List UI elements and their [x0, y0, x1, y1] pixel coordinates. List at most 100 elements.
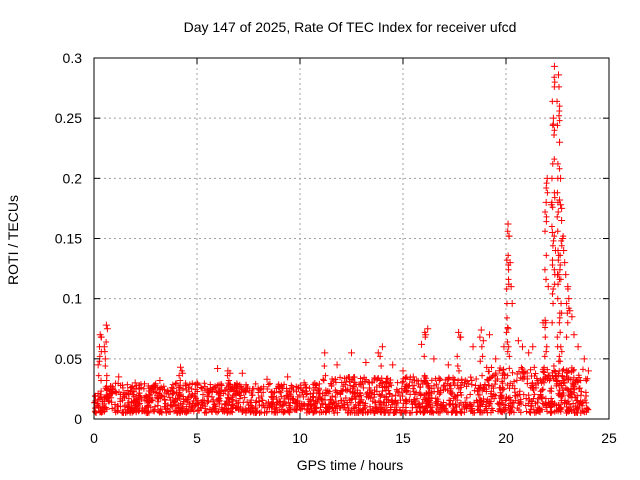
- band-marker: [566, 401, 573, 408]
- band-marker: [487, 374, 494, 381]
- data-point: [477, 326, 485, 334]
- band-marker: [366, 392, 373, 399]
- spike-marker: [504, 348, 511, 355]
- band-marker: [237, 392, 244, 399]
- spike-marker: [550, 286, 557, 293]
- band-marker: [435, 375, 442, 382]
- band-marker: [195, 401, 202, 408]
- data-point: [389, 361, 397, 369]
- spike-marker: [320, 377, 327, 384]
- band-marker: [222, 401, 229, 408]
- spike-marker: [560, 233, 567, 240]
- spike-marker: [559, 387, 566, 394]
- data-point: [492, 355, 500, 363]
- band-marker: [280, 409, 287, 416]
- spike-marker: [564, 319, 571, 326]
- band-marker: [558, 397, 565, 404]
- spike-marker: [544, 189, 551, 196]
- band-marker: [383, 396, 390, 403]
- band-marker: [92, 392, 99, 399]
- band-marker: [441, 405, 448, 412]
- band-marker: [222, 386, 229, 393]
- data-point: [469, 343, 477, 351]
- x-tick-label: 15: [395, 430, 411, 446]
- band-marker: [171, 398, 178, 405]
- band-marker: [145, 408, 152, 415]
- band-marker: [299, 405, 306, 412]
- data-point: [409, 373, 417, 381]
- band-marker: [102, 404, 109, 411]
- band-marker: [454, 391, 461, 398]
- spike-marker: [558, 237, 565, 244]
- spike-marker: [505, 252, 512, 259]
- band-marker: [244, 384, 251, 391]
- spike-marker: [322, 387, 329, 394]
- band-marker: [301, 401, 308, 408]
- band-marker: [208, 393, 215, 400]
- band-marker: [408, 409, 415, 416]
- data-point: [348, 349, 355, 357]
- y-tick-label: 0.05: [55, 351, 82, 367]
- band-marker: [172, 395, 179, 402]
- band-marker: [514, 371, 521, 378]
- spike-marker: [98, 334, 105, 341]
- band-marker: [553, 382, 560, 389]
- band-marker: [214, 409, 221, 416]
- band-marker: [543, 404, 550, 411]
- band-marker: [349, 376, 356, 383]
- band-marker: [334, 403, 341, 410]
- spike-marker: [504, 228, 511, 235]
- band-marker: [367, 407, 374, 414]
- band-marker: [228, 386, 235, 393]
- band-marker: [244, 398, 251, 405]
- band-marker: [177, 407, 184, 414]
- band-marker: [576, 374, 583, 381]
- band-marker: [160, 383, 167, 390]
- band-marker: [215, 391, 222, 398]
- band-marker: [442, 376, 449, 383]
- spike-marker: [542, 209, 549, 216]
- spike-marker: [543, 348, 550, 355]
- band-marker: [383, 387, 390, 394]
- band-marker: [386, 379, 393, 386]
- data-point: [131, 379, 139, 387]
- data-point: [565, 295, 573, 303]
- band-marker: [121, 402, 128, 409]
- band-marker: [265, 381, 272, 388]
- band-marker: [285, 396, 292, 403]
- band-marker: [531, 391, 538, 398]
- band-marker: [168, 384, 175, 391]
- band-marker: [389, 393, 396, 400]
- band-marker: [293, 388, 300, 395]
- band-marker: [417, 391, 424, 398]
- data-point: [574, 343, 582, 351]
- band-marker: [271, 405, 278, 412]
- band-marker: [180, 401, 187, 408]
- spike-marker: [541, 353, 548, 360]
- band-marker: [489, 407, 496, 414]
- spike-marker: [563, 334, 570, 341]
- band-marker: [264, 404, 271, 411]
- band-marker: [273, 394, 280, 401]
- band-marker: [214, 397, 221, 404]
- band-marker: [451, 393, 458, 400]
- band-marker: [270, 396, 277, 403]
- band-marker: [181, 398, 188, 405]
- band-marker: [230, 392, 237, 399]
- x-tick-label: 0: [90, 430, 98, 446]
- band-marker: [468, 406, 475, 413]
- band-marker: [310, 390, 317, 397]
- band-marker: [500, 386, 507, 393]
- band-marker: [337, 391, 344, 398]
- band-marker: [314, 396, 321, 403]
- band-marker: [382, 402, 389, 409]
- band-marker: [520, 375, 527, 382]
- band-marker: [583, 405, 590, 412]
- band-marker: [390, 409, 397, 416]
- spike-marker: [505, 261, 512, 268]
- data-point: [584, 367, 592, 375]
- band-marker: [534, 407, 541, 414]
- data-point: [556, 138, 564, 146]
- y-tick-labels: 0 0.05 0.1 0.15 0.2 0.25 0.3: [55, 50, 82, 427]
- band-marker: [530, 406, 537, 413]
